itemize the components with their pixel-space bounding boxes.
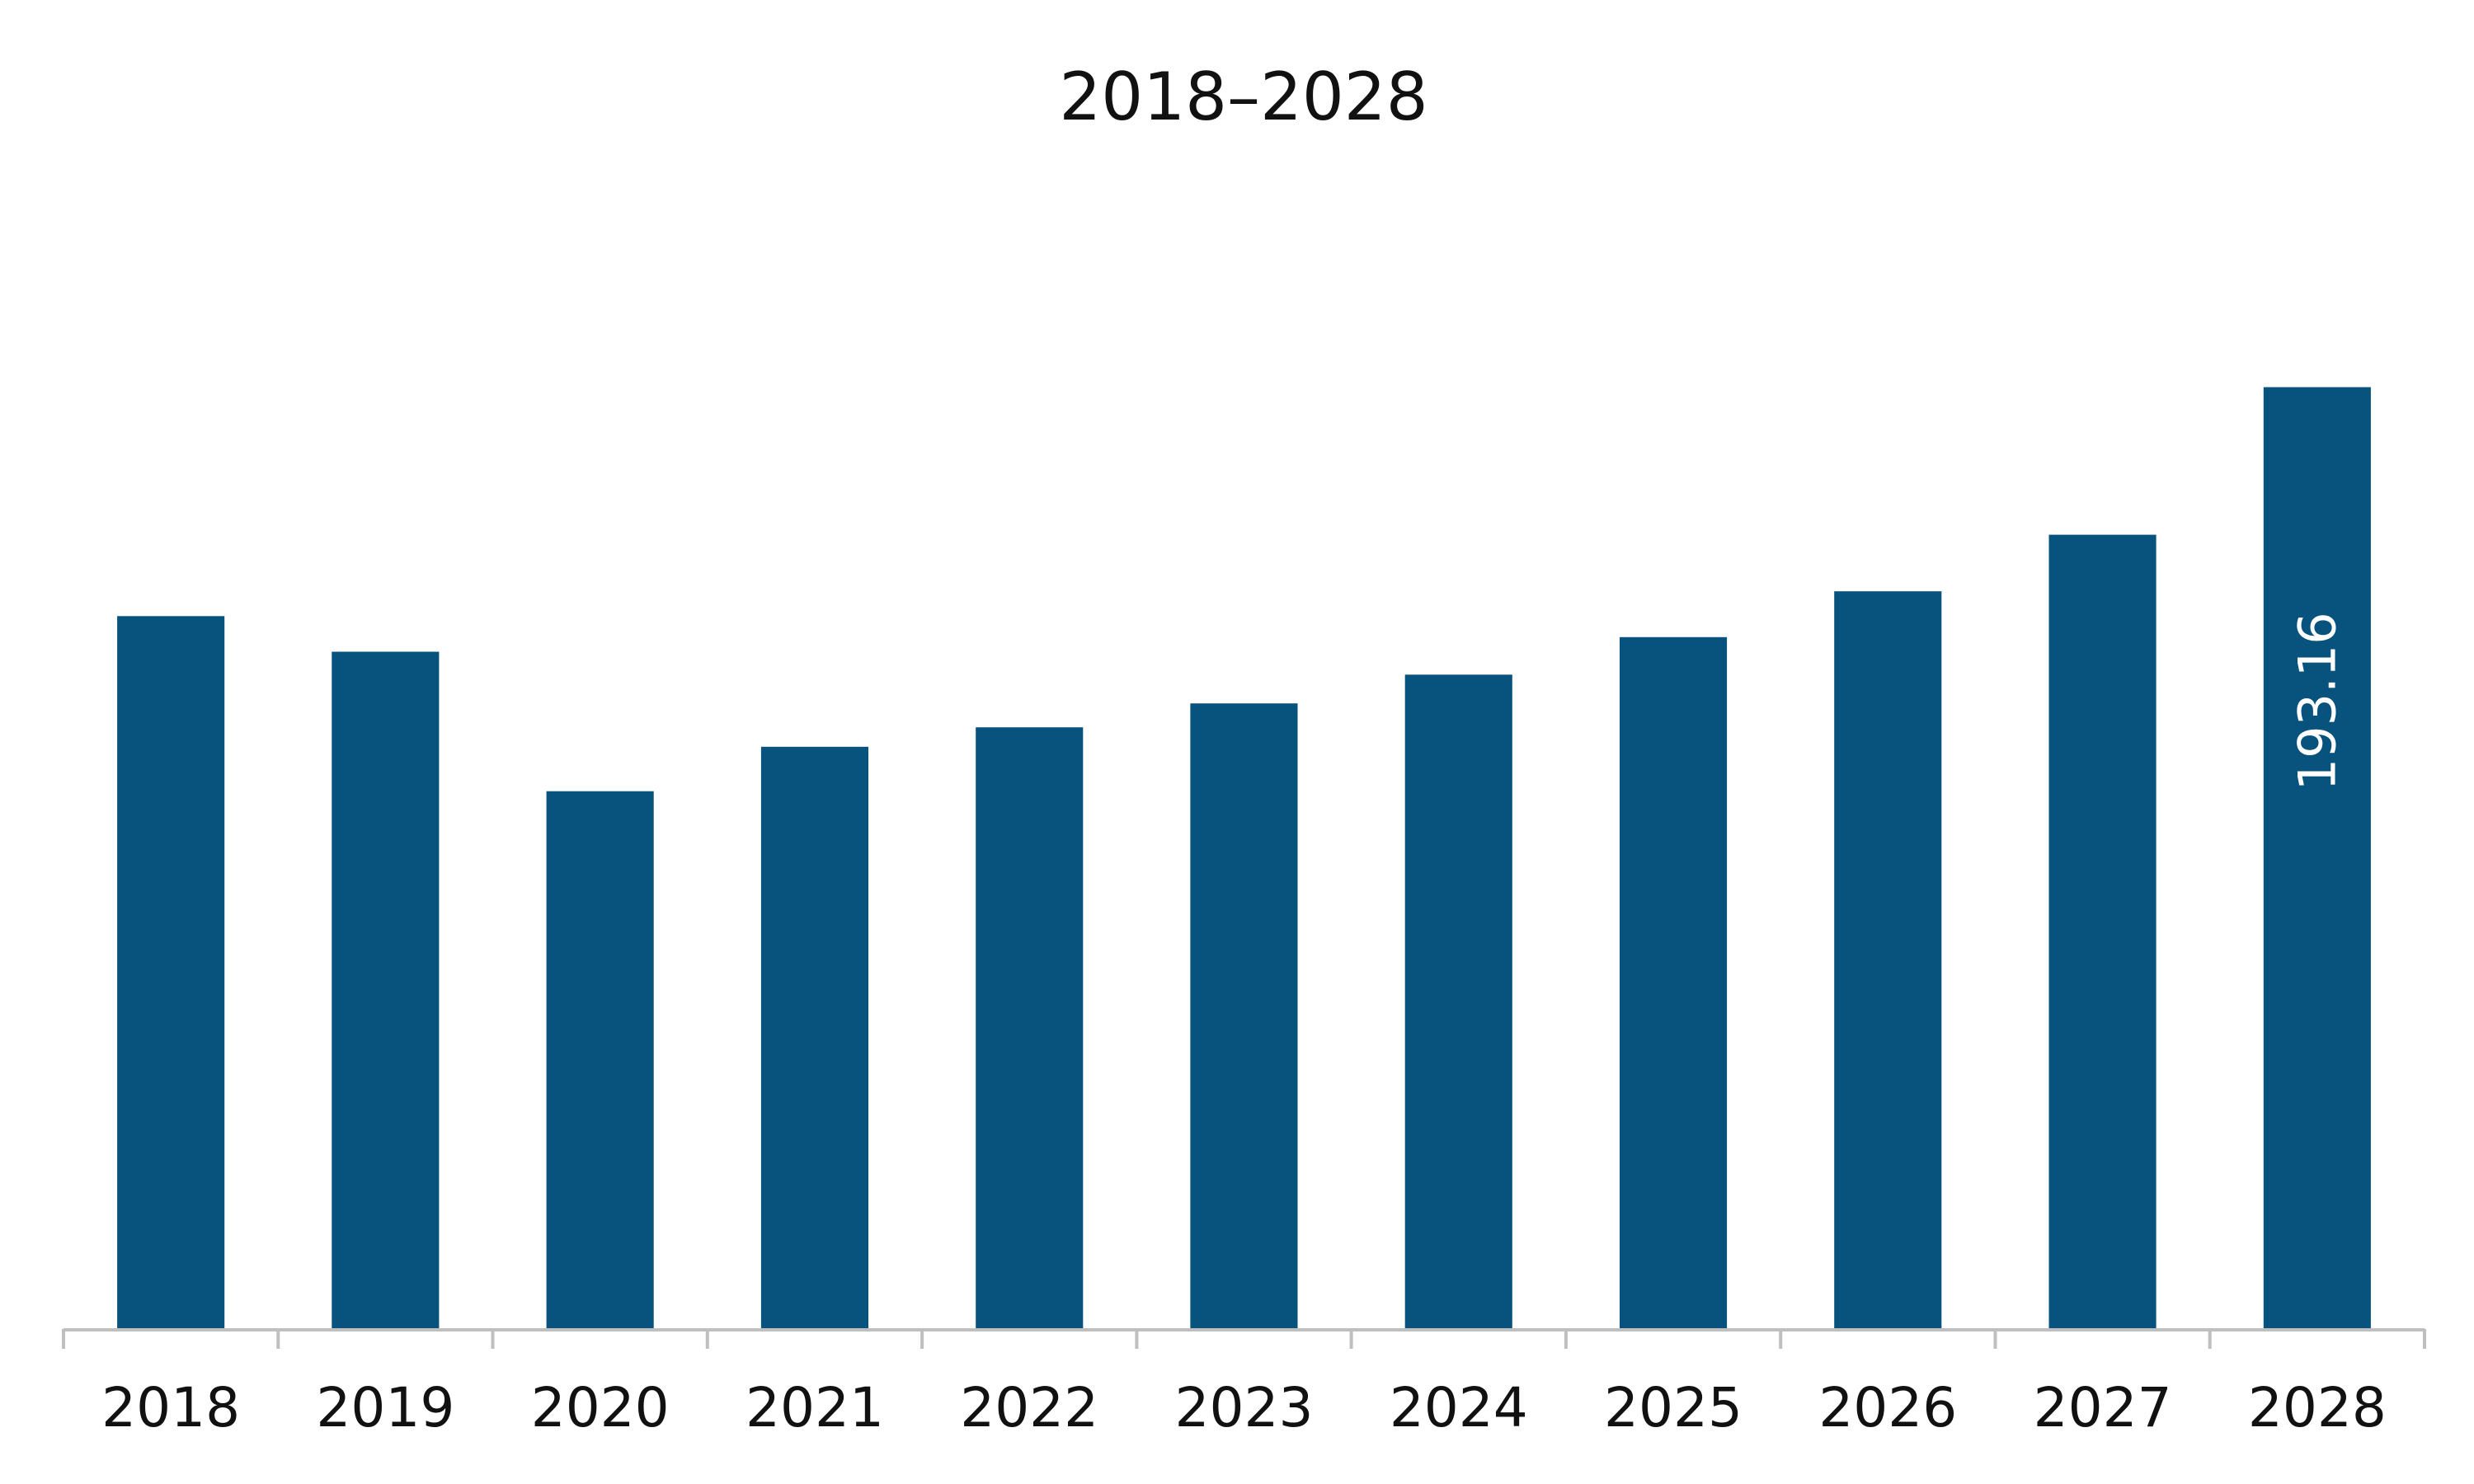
- bar-2021: [760, 746, 868, 1329]
- x-tick-label-2024: 2024: [1390, 1376, 1528, 1439]
- bar-2027: [2048, 534, 2157, 1329]
- x-tick-label-2020: 2020: [531, 1376, 670, 1439]
- x-tick-label-2021: 2021: [745, 1376, 884, 1439]
- x-tick-label-2023: 2023: [1175, 1376, 1314, 1439]
- x-tick-label-2025: 2025: [1604, 1376, 1743, 1439]
- data-label-2028: 193.16: [2287, 612, 2347, 791]
- x-tick-label-2018: 2018: [101, 1376, 240, 1439]
- x-tick-label-2026: 2026: [1818, 1376, 1957, 1439]
- x-tick-label-2027: 2027: [2034, 1376, 2172, 1439]
- bar-2026: [1834, 591, 1942, 1329]
- bar-2024: [1404, 674, 1512, 1329]
- bar-2019: [332, 651, 440, 1329]
- x-tick-label-2028: 2028: [2248, 1376, 2387, 1439]
- x-tick-labels: 2018 2019 2020 2021 2022 2023 2024 2025 2026 2027…: [101, 1376, 2387, 1439]
- data-labels: 193.16: [2287, 612, 2347, 791]
- bar-2018: [117, 616, 225, 1329]
- bar-2025: [1620, 636, 1728, 1329]
- bar-2028: [2263, 387, 2371, 1330]
- bar-2022: [976, 727, 1084, 1329]
- chart-title: 2018–2028: [1059, 59, 1427, 135]
- bar-2023: [1190, 703, 1298, 1329]
- bar-2020: [546, 791, 654, 1329]
- x-tick-label-2022: 2022: [960, 1376, 1098, 1439]
- bars-layer: [117, 387, 2371, 1330]
- x-axis: [62, 1328, 2426, 1349]
- x-tick-label-2019: 2019: [316, 1376, 454, 1439]
